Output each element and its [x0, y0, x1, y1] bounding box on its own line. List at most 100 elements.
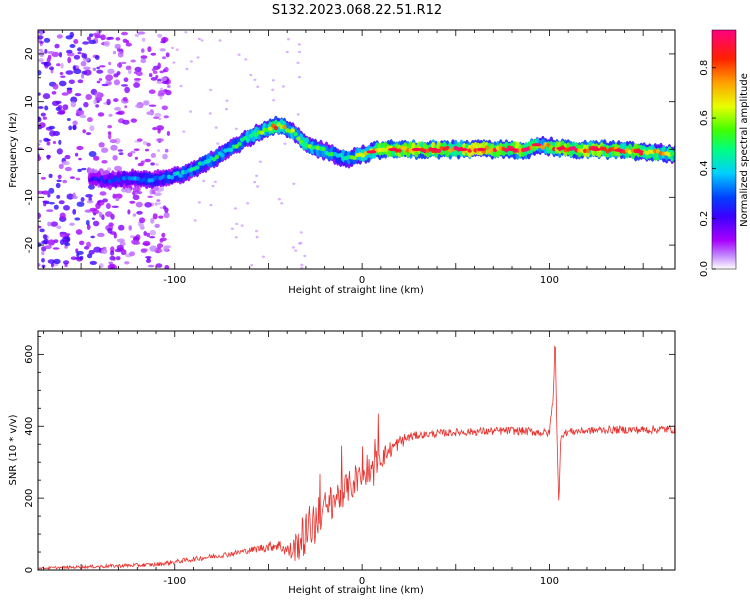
noise-blob [56, 179, 62, 183]
noise-blob [113, 265, 118, 269]
ridge-blob [178, 173, 183, 178]
colorbar-tick-label: 0.0 [699, 261, 710, 277]
noise-blob [159, 70, 164, 74]
noise-blob [39, 139, 42, 143]
noise-blob [144, 202, 152, 208]
noise-blob [285, 50, 289, 54]
ridge-blob [237, 141, 242, 147]
noise-blob [125, 42, 132, 47]
noise-blob [92, 220, 100, 227]
noise-blob [144, 148, 150, 152]
noise-blob [47, 51, 55, 54]
ridge-blob [195, 165, 200, 170]
noise-blob [95, 202, 101, 209]
snr-x-tick-label: 100 [540, 576, 559, 587]
noise-blob [292, 182, 296, 185]
noise-blob [157, 202, 161, 205]
noise-blob [164, 265, 170, 269]
noise-blob [124, 105, 128, 109]
noise-blob [255, 174, 259, 177]
noise-blob [172, 61, 176, 64]
noise-blob [103, 40, 111, 47]
noise-blob [152, 127, 158, 131]
noise-blob [196, 56, 200, 59]
noise-blob [140, 58, 147, 64]
noise-blob [58, 80, 67, 87]
colorbar-tick-label: 0.6 [699, 110, 710, 126]
noise-blob [61, 92, 69, 96]
noise-blob [86, 200, 94, 204]
noise-blob [235, 222, 239, 226]
noise-blob [140, 55, 148, 59]
noise-blob [300, 263, 304, 267]
noise-blob [85, 194, 93, 198]
noise-blob [146, 232, 150, 238]
noise-blob [38, 143, 41, 146]
noise-blob [165, 89, 172, 96]
noise-blob [38, 212, 41, 219]
noise-blob [129, 200, 136, 204]
ridge-blob [268, 126, 273, 131]
noise-blob [189, 60, 193, 63]
noise-blob [39, 30, 43, 36]
ridge-blob [214, 154, 220, 160]
ridge-blob [321, 147, 326, 152]
noise-blob [85, 209, 91, 213]
noise-blob [55, 182, 61, 189]
noise-blob [42, 234, 48, 240]
noise-blob [140, 248, 148, 253]
ridge-blob [282, 124, 287, 130]
noise-blob [42, 200, 50, 204]
noise-blob [133, 236, 137, 241]
spectrogram-x-label: Height of straight line (km) [288, 285, 424, 296]
noise-blob [64, 242, 71, 247]
noise-blob [122, 119, 130, 125]
noise-blob [109, 255, 116, 261]
noise-blob [244, 58, 248, 61]
ridge-blob [540, 145, 546, 150]
noise-blob [80, 61, 87, 67]
noise-blob [116, 244, 124, 250]
noise-blob [164, 148, 169, 153]
noise-blob [86, 36, 92, 41]
ridge-blob [273, 125, 279, 131]
noise-blob [160, 87, 163, 91]
noise-blob [108, 113, 113, 117]
noise-blob [140, 222, 145, 229]
ridge-blob [206, 158, 211, 164]
noise-blob [77, 109, 85, 116]
noise-blob [68, 79, 75, 85]
noise-blob [157, 62, 161, 69]
ridge-blob [169, 175, 175, 180]
noise-blob [116, 62, 123, 68]
colorbar-label: Normalized spectral amplitude [739, 73, 750, 227]
noise-blob [99, 65, 106, 68]
noise-blob [216, 142, 220, 145]
noise-blob [277, 198, 281, 201]
noise-blob [158, 215, 164, 219]
noise-blob [85, 94, 92, 100]
noise-blob [291, 246, 295, 249]
ridge-blob [445, 145, 450, 151]
noise-blob [142, 240, 151, 247]
noise-blob [150, 77, 158, 81]
noise-blob [96, 30, 103, 34]
noise-blob [97, 112, 105, 117]
noise-blob [46, 57, 51, 63]
noise-blob [38, 225, 42, 229]
noise-blob [86, 241, 91, 248]
noise-blob [163, 245, 169, 252]
noise-blob [299, 231, 303, 234]
noise-blob [107, 227, 113, 234]
noise-blob [117, 224, 125, 231]
noise-blob [68, 125, 73, 131]
noise-blob [132, 213, 137, 217]
noise-blob [70, 101, 77, 108]
noise-blob [41, 258, 45, 263]
noise-blob [218, 39, 222, 42]
noise-blob [113, 73, 119, 78]
noise-blob [77, 168, 82, 173]
noise-blob [280, 202, 284, 205]
noise-blob [131, 239, 137, 244]
